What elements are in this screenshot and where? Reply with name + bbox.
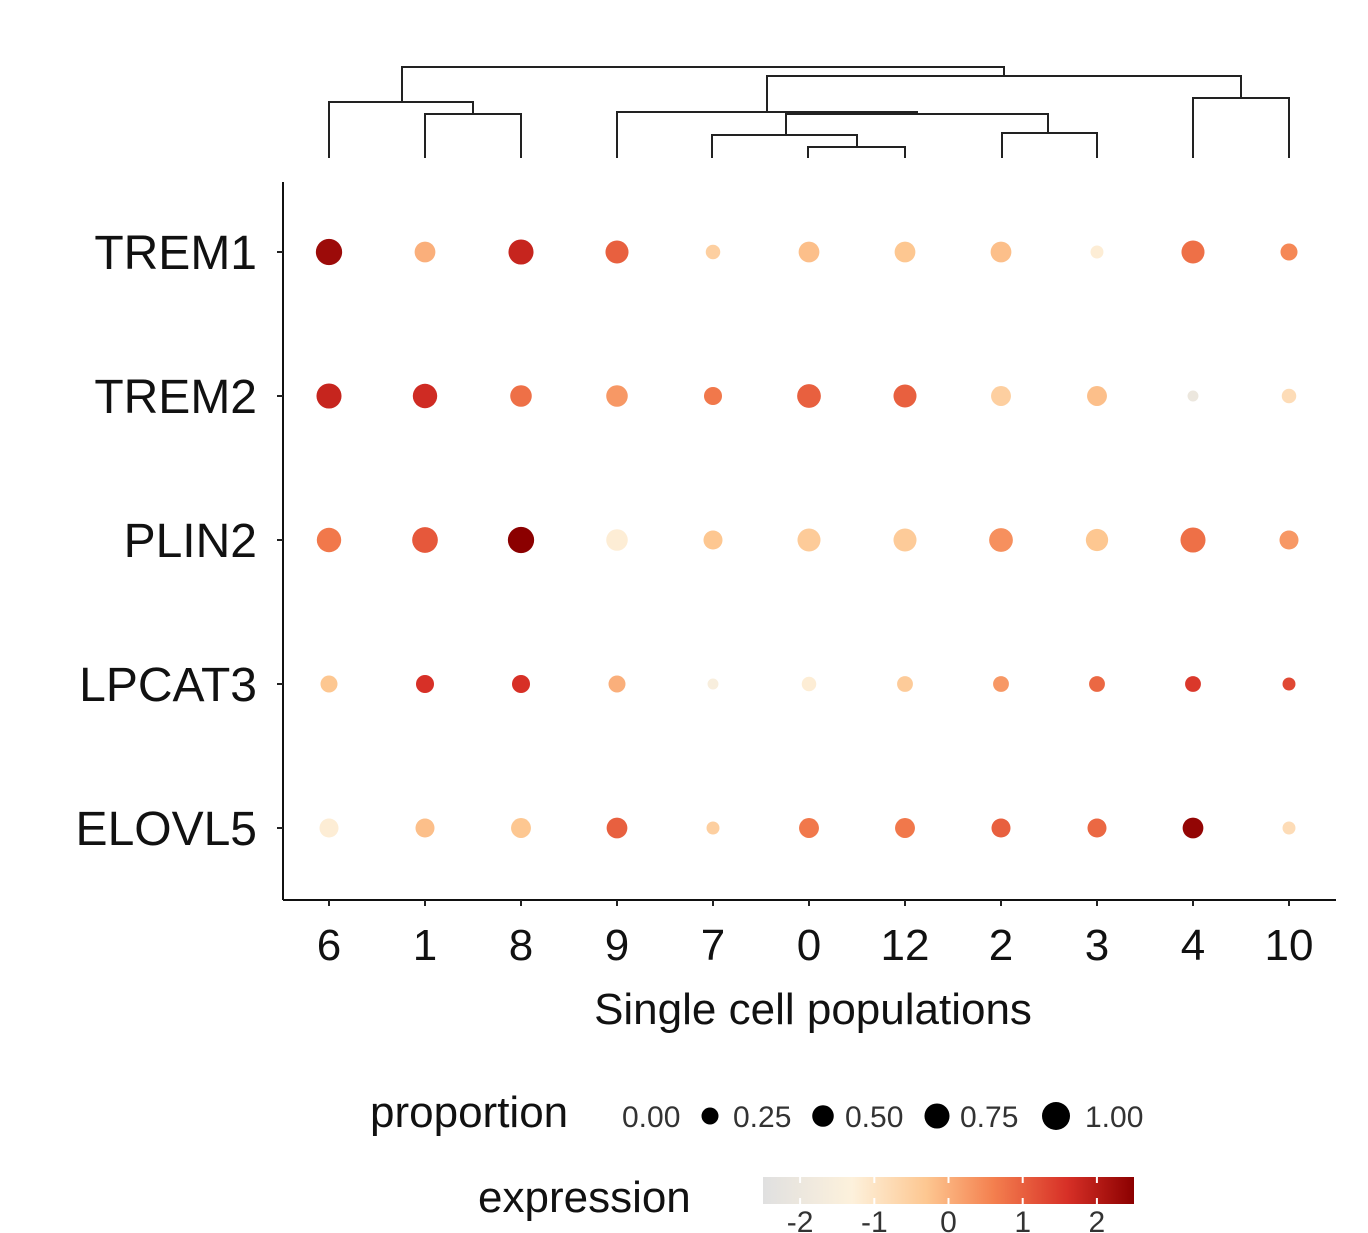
gene-label: TREM1 bbox=[94, 227, 257, 280]
dot-TREM1-12 bbox=[894, 241, 916, 263]
cluster-label: 8 bbox=[509, 921, 533, 970]
dot-PLIN2-8 bbox=[507, 526, 535, 554]
colorbar-tick-label: -1 bbox=[861, 1206, 888, 1233]
dot-TREM2-3 bbox=[1087, 386, 1107, 406]
expression-legend-title: expression bbox=[478, 1173, 691, 1222]
dot-LPCAT3-10 bbox=[1282, 677, 1296, 691]
proportion-legend-dot bbox=[1042, 1102, 1070, 1130]
dot-TREM1-9 bbox=[605, 240, 629, 264]
dot-LPCAT3-3 bbox=[1089, 676, 1105, 692]
gene-label: PLIN2 bbox=[124, 515, 257, 568]
cluster-label: 0 bbox=[797, 921, 821, 970]
proportion-legend-label: 0.75 bbox=[960, 1101, 1018, 1134]
dot-ELOVL5-2 bbox=[991, 818, 1011, 838]
dot-ELOVL5-12 bbox=[895, 818, 915, 838]
proportion-legend-label: 0.25 bbox=[733, 1101, 791, 1134]
dot-PLIN2-3 bbox=[1085, 528, 1109, 552]
cluster-label: 1 bbox=[413, 921, 437, 970]
dot-marks bbox=[315, 238, 1299, 839]
y-axis-gene-labels: TREM1 TREM2 PLIN2 LPCAT3 ELOVL5 bbox=[76, 227, 257, 856]
proportion-legend-dot bbox=[701, 1107, 719, 1125]
dot-TREM1-1 bbox=[414, 241, 436, 263]
cluster-label: 6 bbox=[317, 921, 341, 970]
dot-LPCAT3-9 bbox=[608, 675, 626, 693]
dot-TREM2-8 bbox=[510, 385, 532, 407]
dot-PLIN2-2 bbox=[989, 528, 1013, 552]
dot-TREM1-8 bbox=[508, 239, 534, 265]
dot-TREM2-4 bbox=[1187, 390, 1199, 402]
cluster-label: 9 bbox=[605, 921, 629, 970]
cluster-label: 7 bbox=[701, 921, 725, 970]
dot-ELOVL5-1 bbox=[415, 818, 435, 838]
x-axis-ticks bbox=[328, 900, 1290, 906]
proportion-legend-label: 0.00 bbox=[622, 1101, 680, 1134]
dot-TREM2-2 bbox=[991, 386, 1011, 406]
colorbar-tick-label: -2 bbox=[787, 1206, 814, 1233]
dot-TREM2-7 bbox=[703, 386, 723, 406]
proportion-legend-title: proportion bbox=[370, 1088, 568, 1137]
dot-TREM2-1 bbox=[412, 383, 438, 409]
dot-PLIN2-9 bbox=[606, 529, 628, 551]
dot-LPCAT3-12 bbox=[897, 676, 913, 692]
y-axis-ticks bbox=[277, 251, 283, 829]
colorbar-tick-label: 0 bbox=[940, 1206, 957, 1233]
dot-LPCAT3-1 bbox=[415, 674, 435, 694]
dot-PLIN2-4 bbox=[1180, 527, 1206, 553]
dot-LPCAT3-0 bbox=[801, 676, 817, 692]
dot-ELOVL5-10 bbox=[1282, 821, 1296, 835]
cluster-label: 2 bbox=[989, 921, 1013, 970]
dot-LPCAT3-2 bbox=[993, 676, 1009, 692]
dot-TREM1-3 bbox=[1090, 245, 1104, 259]
dot-PLIN2-6 bbox=[316, 527, 342, 553]
dot-TREM1-4 bbox=[1181, 240, 1205, 264]
dot-LPCAT3-7 bbox=[707, 678, 719, 690]
dot-TREM2-12 bbox=[893, 384, 917, 408]
dot-TREM2-6 bbox=[316, 383, 342, 409]
dot-TREM2-10 bbox=[1281, 388, 1297, 404]
dot-PLIN2-7 bbox=[703, 530, 723, 550]
dot-TREM1-10 bbox=[1280, 243, 1298, 261]
cluster-dendrogram bbox=[328, 66, 1290, 158]
x-axis-cluster-labels: 6 1 8 9 7 0 12 2 3 4 10 bbox=[317, 921, 1314, 970]
dot-TREM2-9 bbox=[606, 385, 628, 407]
dot-ELOVL5-7 bbox=[706, 821, 720, 835]
dot-LPCAT3-8 bbox=[511, 674, 531, 694]
proportion-legend-dot bbox=[924, 1103, 950, 1129]
cluster-label: 4 bbox=[1181, 921, 1205, 970]
expression-legend: expression -2 -1 0 1 2 bbox=[478, 1173, 1134, 1233]
dot-PLIN2-1 bbox=[412, 527, 438, 553]
colorbar-tick-label: 1 bbox=[1014, 1206, 1031, 1233]
gene-label: ELOVL5 bbox=[76, 803, 257, 856]
dot-LPCAT3-4 bbox=[1185, 676, 1201, 692]
proportion-legend-label: 1.00 bbox=[1085, 1101, 1143, 1134]
proportion-legend: proportion 0.00 0.25 0.50 0.75 1.00 bbox=[370, 1088, 1143, 1137]
cluster-label: 3 bbox=[1085, 921, 1109, 970]
dot-TREM1-0 bbox=[798, 241, 820, 263]
dot-TREM2-0 bbox=[797, 384, 821, 408]
proportion-legend-dot bbox=[812, 1105, 834, 1127]
dot-TREM1-2 bbox=[990, 241, 1012, 263]
dot-ELOVL5-0 bbox=[799, 818, 819, 838]
dot-PLIN2-12 bbox=[893, 528, 917, 552]
dot-TREM1-6 bbox=[315, 238, 343, 266]
dot-ELOVL5-9 bbox=[606, 817, 628, 839]
cluster-label: 12 bbox=[881, 921, 930, 970]
dot-ELOVL5-3 bbox=[1087, 818, 1107, 838]
x-axis-title: Single cell populations bbox=[594, 985, 1032, 1034]
dot-ELOVL5-6 bbox=[319, 818, 339, 838]
proportion-legend-label: 0.50 bbox=[845, 1101, 903, 1134]
dot-PLIN2-10 bbox=[1279, 530, 1299, 550]
dot-LPCAT3-6 bbox=[320, 675, 338, 693]
dot-TREM1-7 bbox=[705, 244, 721, 260]
cluster-label: 10 bbox=[1265, 921, 1314, 970]
gene-label: TREM2 bbox=[94, 371, 257, 424]
gene-label: LPCAT3 bbox=[79, 659, 257, 712]
colorbar-tick-label: 2 bbox=[1089, 1206, 1106, 1233]
dot-ELOVL5-4 bbox=[1182, 817, 1204, 839]
dot-PLIN2-0 bbox=[797, 528, 821, 552]
dot-ELOVL5-8 bbox=[511, 818, 531, 838]
